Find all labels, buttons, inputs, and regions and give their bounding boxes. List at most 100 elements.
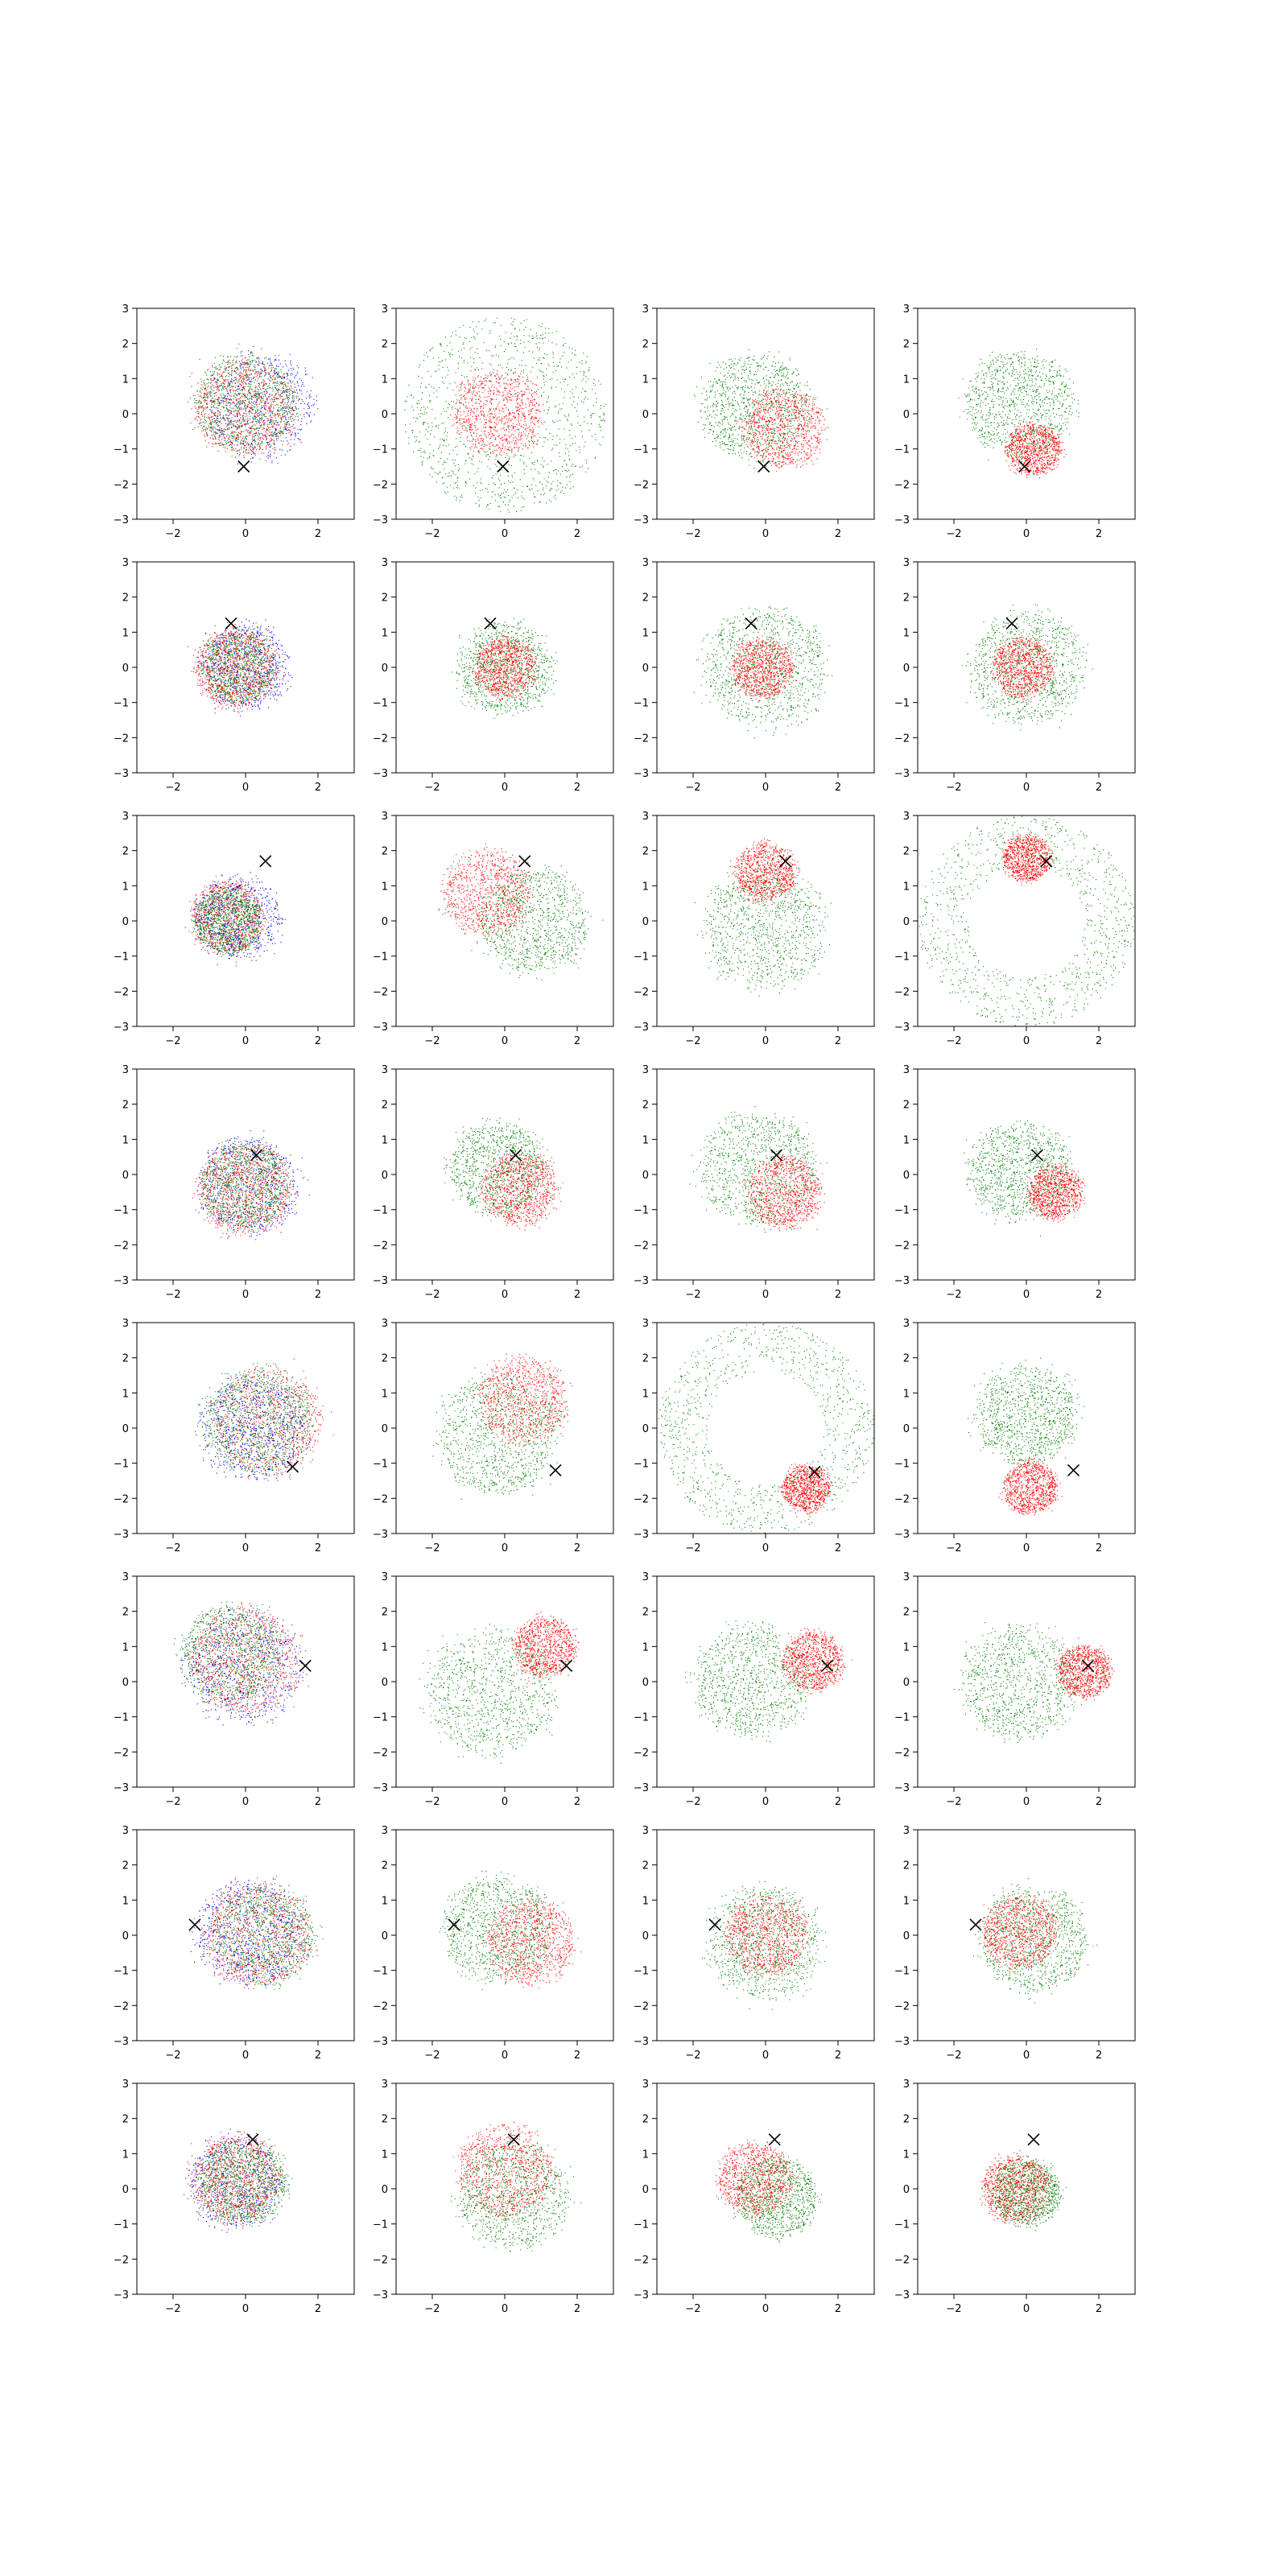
x-tick-label: 0 <box>1023 2050 1030 2062</box>
y-tick-label: 0 <box>122 409 129 421</box>
y-tick-label: 2 <box>642 592 649 605</box>
x-tick-label: −2 <box>165 1035 180 1047</box>
y-tick-label: −2 <box>894 1747 910 1759</box>
x-tick-label: 0 <box>502 1289 508 1301</box>
x-tick-label: 2 <box>315 528 321 540</box>
x-tick-label: 0 <box>242 1035 249 1047</box>
y-tick-label: −3 <box>373 2036 388 2048</box>
y-tick-label: −3 <box>373 514 388 526</box>
y-tick-label: 3 <box>382 303 388 316</box>
scatter-points <box>694 349 828 473</box>
y-tick-label: −2 <box>634 1747 649 1759</box>
x-tick-label: −2 <box>424 1542 440 1554</box>
x-marker <box>484 617 497 630</box>
y-tick-label: 3 <box>122 303 129 316</box>
y-tick-label: 2 <box>122 1860 129 1872</box>
x-tick-label: 2 <box>1096 1289 1102 1301</box>
y-tick-label: 1 <box>382 1134 388 1146</box>
scatter-points <box>958 349 1080 479</box>
y-tick-label: 3 <box>382 557 388 569</box>
subplot-r3-c1: −2 0 2 3 2 1 0 −1 −2 −3 <box>114 811 355 1047</box>
y-tick-label: 0 <box>382 916 388 928</box>
x-tick-label: 0 <box>502 1035 508 1047</box>
x-tick-label: 0 <box>762 2050 769 2062</box>
x-tick-label: −2 <box>165 1289 180 1301</box>
x-marker <box>1040 855 1053 868</box>
x-tick-label: 0 <box>762 1035 769 1047</box>
x-marker <box>286 1460 299 1473</box>
y-tick-label: −2 <box>894 2000 910 2013</box>
y-tick-label: 0 <box>122 916 129 928</box>
subplot-r1-c4: −2 0 2 3 2 1 0 −1 −2 −3 <box>894 303 1136 540</box>
x-marker <box>299 1659 312 1672</box>
series-green-points <box>732 2152 823 2244</box>
point-cloud-green <box>452 617 558 719</box>
point-cloud-green <box>693 606 833 739</box>
x-marker <box>768 2133 781 2146</box>
y-tick-label: 2 <box>903 2114 910 2126</box>
series-red-points <box>990 633 1056 702</box>
x-tick-label: −2 <box>685 782 700 794</box>
y-tick-label: 1 <box>642 2149 649 2161</box>
y-tick-label: −1 <box>114 1966 129 1978</box>
y-tick-label: 2 <box>382 1607 388 1619</box>
y-tick-label: 0 <box>642 1423 649 1435</box>
y-tick-label: 3 <box>903 1571 910 1583</box>
scatter-points <box>439 1870 582 1991</box>
subplot-r4-c3: −2 0 2 3 2 1 0 −1 −2 −3 <box>634 1064 875 1301</box>
y-tick-label: 2 <box>122 592 129 605</box>
y-tick-label: −3 <box>634 1022 649 1034</box>
subplot-r5-c2: −2 0 2 3 2 1 0 −1 −2 −3 <box>373 1318 614 1554</box>
y-tick-label: 2 <box>382 1100 388 1112</box>
x-marker <box>259 855 272 868</box>
x-tick-label: −2 <box>685 1796 700 1808</box>
subplot-r4-c2: −2 0 2 3 2 1 0 −1 −2 −3 <box>373 1064 614 1301</box>
y-tick-label: −2 <box>634 2000 649 2013</box>
y-tick-label: 1 <box>903 1895 910 1907</box>
x-marker <box>1018 460 1031 473</box>
series-blue-points <box>189 1877 310 1987</box>
y-tick-label: −3 <box>114 2036 129 2048</box>
x-marker <box>808 1466 821 1479</box>
x-tick-label: 0 <box>762 528 769 540</box>
y-tick-label: 3 <box>903 1318 910 1330</box>
y-tick-label: 1 <box>642 1895 649 1907</box>
y-tick-label: 1 <box>122 1641 129 1653</box>
scatter-points <box>189 1876 324 1991</box>
x-tick-label: 2 <box>835 1796 841 1808</box>
y-tick-label: −2 <box>634 733 649 745</box>
series-red-points <box>1001 832 1055 886</box>
y-tick-label: −3 <box>114 514 129 526</box>
scatter-points <box>174 1601 310 1726</box>
x-tick-label: −2 <box>685 528 700 540</box>
y-tick-label: 2 <box>642 1353 649 1365</box>
x-tick-label: 2 <box>1096 2303 1102 2315</box>
y-tick-label: −1 <box>634 2219 649 2231</box>
y-tick-label: 3 <box>382 1318 388 1330</box>
y-tick-label: 2 <box>382 1353 388 1365</box>
x-tick-label: 0 <box>1023 1796 1030 1808</box>
series-blue-points <box>196 345 319 464</box>
x-tick-label: 2 <box>1096 1542 1102 1554</box>
point-cloud-red <box>998 1458 1063 1516</box>
y-tick-label: −2 <box>114 733 129 745</box>
x-tick-label: −2 <box>946 1542 961 1554</box>
scatter-points <box>658 1323 874 1534</box>
x-tick-label: −2 <box>165 1542 180 1554</box>
y-tick-label: 2 <box>903 1860 910 1872</box>
y-tick-label: −1 <box>894 952 910 964</box>
y-tick-label: −2 <box>373 2254 388 2266</box>
scatter-points <box>964 1120 1086 1236</box>
y-tick-label: −3 <box>894 768 910 780</box>
subplot-r8-c4: −2 0 2 3 2 1 0 −1 −2 −3 <box>894 2079 1136 2315</box>
x-tick-label: 0 <box>242 2303 249 2315</box>
point-cloud-green <box>702 1880 828 2010</box>
y-tick-label: 2 <box>903 592 910 605</box>
x-marker <box>225 617 237 630</box>
x-marker <box>448 1918 460 1931</box>
x-tick-label: −2 <box>424 1796 440 1808</box>
subplot-r8-c1: −2 0 2 3 2 1 0 −1 −2 −3 <box>114 2079 355 2315</box>
y-tick-label: 1 <box>382 1641 388 1653</box>
scatter-points <box>689 1106 828 1233</box>
point-cloud-red <box>990 633 1056 702</box>
